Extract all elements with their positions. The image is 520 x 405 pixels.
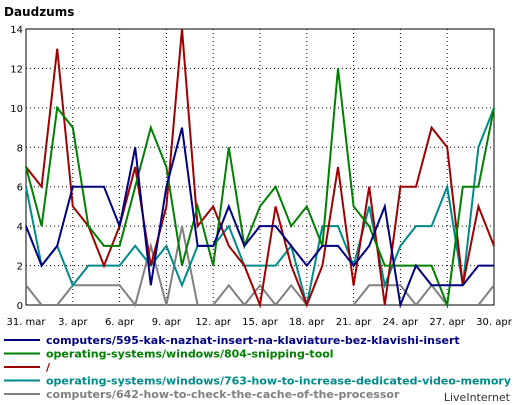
x-tick-label: 18. apr: [289, 317, 326, 328]
y-tick-label: 0: [17, 301, 23, 312]
x-axis-ticks: 31. mar 3. apr 6. apr 9. apr 12. apr 15. apr 1…: [6, 317, 512, 328]
series-line: [25, 28, 495, 309]
series-lines: [25, 28, 495, 309]
x-tick-label: 12. apr: [195, 317, 232, 328]
y-tick-label: 4: [17, 222, 23, 233]
x-tick-label: 15. apr: [242, 317, 279, 328]
chart-title: Daudzums: [4, 5, 74, 19]
x-tick-label: 6. apr: [105, 317, 135, 328]
plot-area: [25, 28, 495, 306]
y-axis-ticks: 0 2 4 6 8 10 12 14: [10, 25, 23, 312]
legend-label: computers/642-how-to-check-the-cache-of-…: [46, 388, 400, 401]
x-tick-label: 9. apr: [152, 317, 182, 328]
x-tick-label: 24. apr: [383, 317, 420, 328]
y-tick-label: 6: [17, 183, 23, 194]
x-tick-label: 21. apr: [336, 317, 373, 328]
legend: computers/595-kak-nazhat-insert-na-klavi…: [4, 334, 511, 401]
x-tick-label: 31. mar: [6, 317, 46, 328]
legend-label: operating-systems/windows/804-snipping-t…: [46, 348, 334, 361]
legend-label: computers/595-kak-nazhat-insert-na-klavi…: [46, 334, 460, 347]
y-tick-label: 8: [17, 143, 23, 154]
y-tick-label: 14: [10, 25, 23, 36]
series-line: [25, 225, 495, 308]
brand-label: LiveInternet: [444, 391, 511, 404]
y-tick-label: 12: [10, 64, 23, 75]
x-tick-label: 30. apr: [476, 317, 513, 328]
y-tick-label: 2: [17, 262, 23, 273]
x-tick-label: 27. apr: [429, 317, 466, 328]
series-line: [25, 127, 494, 309]
legend-label: /: [46, 361, 51, 374]
y-tick-label: 10: [10, 104, 23, 115]
x-tick-label: 3. apr: [58, 317, 88, 328]
legend-label: operating-systems/windows/763-how-to-inc…: [46, 375, 511, 388]
